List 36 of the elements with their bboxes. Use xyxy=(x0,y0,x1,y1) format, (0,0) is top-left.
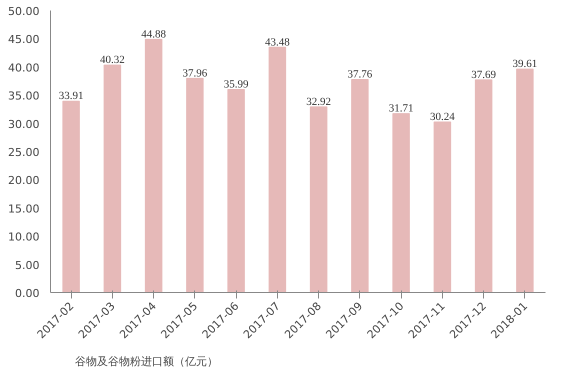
bar xyxy=(186,78,204,292)
bar xyxy=(227,89,245,292)
y-tick-label: 10.00 xyxy=(8,230,40,244)
bar xyxy=(434,121,452,292)
bar xyxy=(62,100,80,292)
data-label: 40.32 xyxy=(100,54,125,66)
data-label: 37.69 xyxy=(471,68,496,81)
data-label: 44.88 xyxy=(141,28,166,40)
bar xyxy=(144,38,162,292)
data-label: 37.96 xyxy=(182,67,208,80)
data-label: 30.24 xyxy=(430,110,456,123)
data-label: 37.76 xyxy=(348,68,373,81)
y-tick-label: 50.00 xyxy=(8,5,40,18)
y-tick-label: 0.00 xyxy=(15,287,40,300)
y-tick-label: 15.00 xyxy=(8,202,40,216)
bar xyxy=(392,113,410,292)
bar xyxy=(351,79,369,292)
bar xyxy=(104,64,122,292)
data-label: 43.48 xyxy=(265,36,290,48)
data-label: 31.71 xyxy=(388,102,414,115)
bar xyxy=(516,68,534,292)
bar xyxy=(310,106,328,292)
y-tick-label: 25.00 xyxy=(8,146,40,159)
data-label: 33.91 xyxy=(58,90,84,102)
y-tick-label: 30.00 xyxy=(8,118,40,131)
data-label: 35.99 xyxy=(224,78,249,91)
y-tick-label: 20.00 xyxy=(8,174,40,188)
data-label: 39.61 xyxy=(512,58,538,70)
y-tick-label: 5.00 xyxy=(15,258,40,272)
bar xyxy=(474,79,492,292)
bar xyxy=(268,46,286,292)
text: 谷物及谷物粉进口额（亿元） xyxy=(75,354,218,368)
y-tick-label: 45.00 xyxy=(8,33,40,46)
y-tick-label: 40.00 xyxy=(8,61,40,74)
data-label: 32.92 xyxy=(306,96,331,108)
y-tick-label: 35.00 xyxy=(8,90,40,103)
